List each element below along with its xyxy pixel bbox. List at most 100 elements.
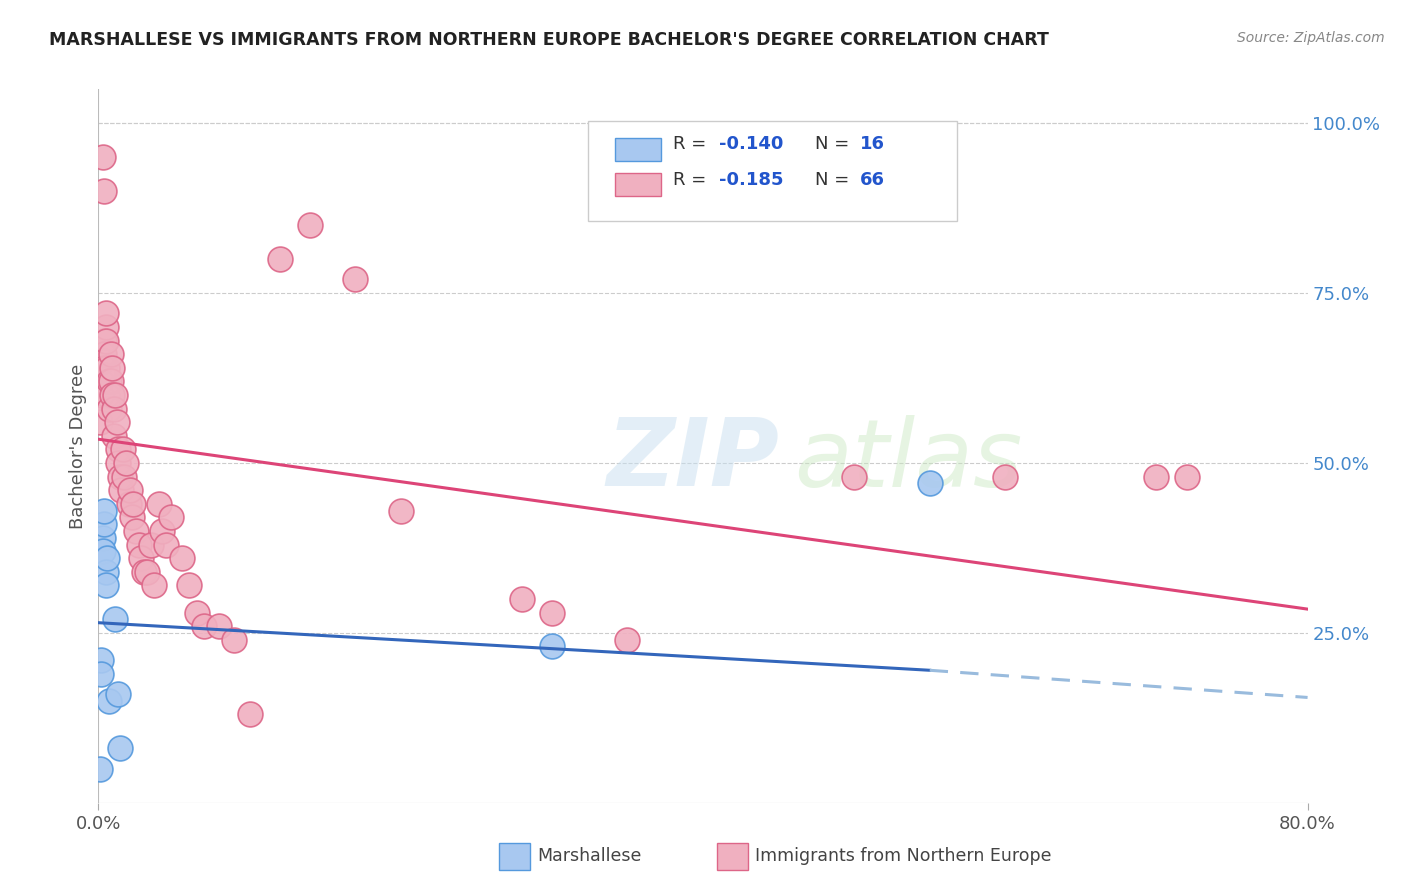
Point — [90, 375, 112, 389]
Point — [104, 612, 127, 626]
Point — [239, 707, 262, 722]
Point — [186, 606, 208, 620]
Point — [100, 347, 122, 361]
Point — [110, 483, 132, 498]
Point — [89, 762, 111, 776]
Point — [107, 687, 129, 701]
Point — [120, 483, 142, 498]
Point — [93, 360, 115, 375]
Point — [179, 578, 201, 592]
Text: atlas: atlas — [793, 415, 1022, 506]
Text: Marshallese: Marshallese — [537, 847, 641, 865]
Point — [107, 456, 129, 470]
Point — [389, 503, 412, 517]
Point — [98, 694, 121, 708]
FancyBboxPatch shape — [614, 173, 661, 196]
Point — [160, 510, 183, 524]
Text: N =: N = — [815, 136, 855, 153]
Point — [1175, 469, 1198, 483]
Text: R =: R = — [672, 136, 711, 153]
Point — [193, 619, 215, 633]
Point — [104, 388, 127, 402]
Point — [90, 388, 112, 402]
Point — [93, 503, 115, 517]
Point — [91, 354, 114, 368]
Point — [616, 632, 638, 647]
Point — [94, 306, 117, 320]
FancyBboxPatch shape — [588, 121, 957, 221]
Point — [121, 510, 143, 524]
Point — [208, 619, 231, 633]
Point — [224, 632, 246, 647]
Text: ZIP: ZIP — [606, 414, 779, 507]
Point — [100, 375, 122, 389]
FancyBboxPatch shape — [614, 137, 661, 161]
Point — [141, 537, 163, 551]
Point — [918, 476, 941, 491]
Point — [129, 551, 152, 566]
Point — [344, 272, 367, 286]
Point — [101, 360, 124, 375]
Point — [91, 531, 114, 545]
Point — [299, 218, 322, 232]
Text: N =: N = — [815, 171, 855, 189]
Point — [1144, 469, 1167, 483]
Point — [269, 252, 291, 266]
Point — [91, 544, 114, 558]
Text: Source: ZipAtlas.com: Source: ZipAtlas.com — [1237, 31, 1385, 45]
Point — [118, 497, 141, 511]
Point — [94, 334, 117, 348]
Point — [89, 415, 111, 429]
Point — [103, 429, 125, 443]
Text: -0.185: -0.185 — [718, 171, 783, 189]
Point — [101, 388, 124, 402]
Point — [540, 606, 562, 620]
Point — [122, 497, 145, 511]
Point — [112, 469, 135, 483]
Point — [994, 469, 1017, 483]
Point — [91, 368, 114, 382]
Point — [170, 551, 193, 566]
Text: R =: R = — [672, 171, 711, 189]
Text: 16: 16 — [860, 136, 886, 153]
Point — [132, 565, 155, 579]
Point — [108, 469, 131, 483]
Point — [94, 320, 117, 334]
Point — [135, 565, 157, 579]
Point — [90, 653, 112, 667]
Point — [91, 150, 114, 164]
Point — [91, 347, 114, 361]
Text: 66: 66 — [860, 171, 886, 189]
Point — [128, 537, 150, 551]
Point — [510, 591, 533, 606]
Text: MARSHALLESE VS IMMIGRANTS FROM NORTHERN EUROPE BACHELOR'S DEGREE CORRELATION CHA: MARSHALLESE VS IMMIGRANTS FROM NORTHERN … — [49, 31, 1049, 49]
Point — [96, 551, 118, 566]
Point — [93, 184, 115, 198]
Point — [148, 497, 170, 511]
Text: -0.140: -0.140 — [718, 136, 783, 153]
Point — [125, 524, 148, 538]
Point — [105, 415, 128, 429]
Text: Immigrants from Northern Europe: Immigrants from Northern Europe — [755, 847, 1052, 865]
Point — [93, 517, 115, 532]
Point — [540, 640, 562, 654]
Point — [155, 537, 177, 551]
Point — [94, 578, 117, 592]
Point — [107, 442, 129, 457]
Point — [844, 469, 866, 483]
Point — [93, 334, 115, 348]
Point — [94, 565, 117, 579]
Point — [96, 388, 118, 402]
Point — [108, 741, 131, 756]
Point — [143, 578, 166, 592]
Point — [93, 347, 115, 361]
Point — [98, 375, 121, 389]
Point — [98, 401, 121, 416]
Y-axis label: Bachelor's Degree: Bachelor's Degree — [69, 363, 87, 529]
Point — [96, 360, 118, 375]
Point — [111, 442, 134, 457]
Point — [114, 456, 136, 470]
Point — [90, 666, 112, 681]
Point — [103, 401, 125, 416]
Point — [150, 524, 173, 538]
